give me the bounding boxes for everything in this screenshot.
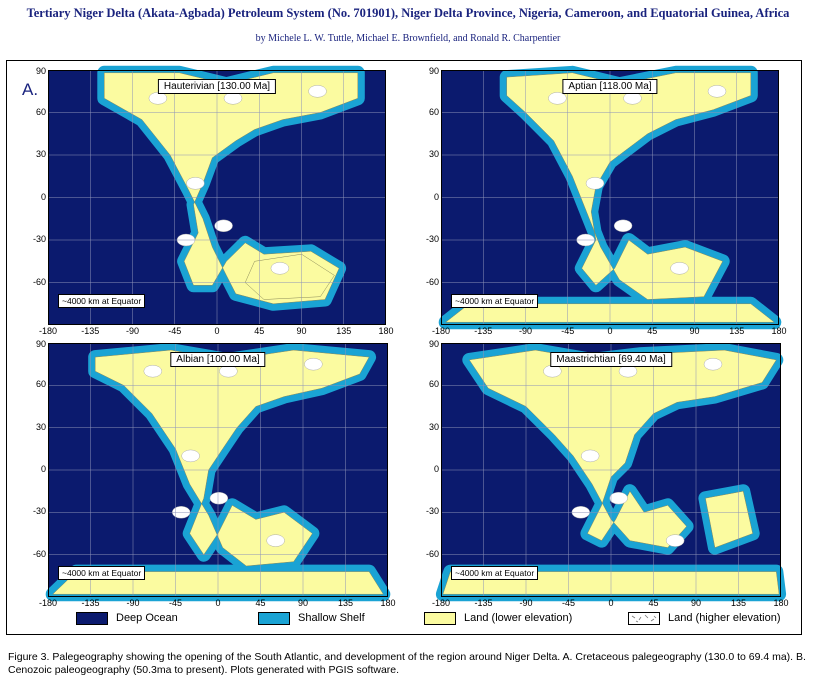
y-tick-label: 0 xyxy=(433,464,439,474)
y-tick-label: 60 xyxy=(428,106,439,117)
y-tick-label: -60 xyxy=(32,548,46,559)
x-tick-label: 0 xyxy=(215,598,221,608)
x-tick-label: 135 xyxy=(337,598,354,608)
legend-label: Land (lower elevation) xyxy=(464,612,573,624)
scale-note: ~4000 km at Equator xyxy=(451,294,539,308)
map-age-label: Maastrichtian [69.40 Ma] xyxy=(550,352,672,367)
land-area xyxy=(468,349,777,548)
x-tick-label: 0 xyxy=(214,326,220,336)
y-tick-label: 90 xyxy=(35,66,46,76)
y-tick-label: -60 xyxy=(32,276,46,287)
x-tick-label: -90 xyxy=(125,326,139,336)
x-tick-label: -135 xyxy=(81,326,100,336)
paleogeographic-map: Aptian [118.00 Ma] ~4000 km at Equator -18… xyxy=(426,65,787,336)
y-tick-label: -30 xyxy=(32,234,46,244)
figure-caption: Figure 3. Palegeography showing the open… xyxy=(8,651,806,676)
document-authors: by Michele L. W. Tuttle, Michael E. Brow… xyxy=(255,33,561,44)
y-tick-label: -60 xyxy=(425,548,439,559)
x-tick-label: 90 xyxy=(690,598,701,608)
y-tick-label: -30 xyxy=(425,506,439,517)
map-canvas xyxy=(435,343,787,602)
x-tick-label: 180 xyxy=(771,326,787,336)
x-tick-label: 90 xyxy=(297,598,308,608)
legend-label: Land (higher elevation) xyxy=(668,612,781,624)
y-tick-label: 60 xyxy=(35,379,46,390)
x-tick-label: 180 xyxy=(378,326,394,336)
land-area xyxy=(94,349,370,567)
panel-letter: A. xyxy=(22,80,39,99)
x-tick-label: -180 xyxy=(38,598,57,608)
graticule xyxy=(441,343,781,597)
highland-area xyxy=(543,358,723,547)
legend-swatch-land-lower xyxy=(424,612,456,625)
x-tick-label: 135 xyxy=(730,598,747,608)
paleogeographic-map: Maastrichtian [69.40 Ma] ~4000 km at Equa… xyxy=(426,339,789,608)
x-tick-label: -180 xyxy=(431,326,450,336)
x-tick-label: -90 xyxy=(126,598,140,608)
x-tick-label: 45 xyxy=(648,598,659,608)
x-tick-label: 0 xyxy=(607,326,613,336)
y-tick-label: 90 xyxy=(35,339,46,349)
y-tick-label: 0 xyxy=(433,191,439,202)
scale-note: ~4000 km at Equator xyxy=(58,566,146,580)
y-tick-label: 30 xyxy=(428,421,439,432)
y-tick-label: -30 xyxy=(425,234,439,244)
map-canvas xyxy=(45,343,391,602)
y-tick-label: 60 xyxy=(428,379,439,390)
graticule xyxy=(48,343,388,597)
map-canvas xyxy=(438,65,782,330)
y-tick-label: 90 xyxy=(428,339,439,349)
x-tick-label: 45 xyxy=(255,598,266,608)
y-tick-label: 30 xyxy=(35,421,46,432)
y-tick-label: 0 xyxy=(40,191,46,202)
x-tick-label: 45 xyxy=(254,326,265,336)
graticule xyxy=(441,70,779,325)
x-tick-label: -135 xyxy=(81,598,100,608)
y-tick-label: 60 xyxy=(35,106,46,117)
x-tick-label: -45 xyxy=(168,598,182,608)
y-tick-label: 90 xyxy=(428,66,439,76)
map-age-label: Hauterivian [130.00 Ma] xyxy=(157,79,277,94)
x-tick-label: -135 xyxy=(474,326,493,336)
x-tick-label: 135 xyxy=(729,326,745,336)
x-tick-label: -90 xyxy=(519,598,533,608)
land-area xyxy=(705,490,753,548)
x-tick-label: 90 xyxy=(296,326,307,336)
legend-swatch-deep-ocean xyxy=(76,612,108,625)
legend-swatch-shallow-shelf xyxy=(258,612,290,625)
x-tick-label: 180 xyxy=(773,598,789,608)
scale-note: ~4000 km at Equator xyxy=(451,566,539,580)
x-tick-label: -180 xyxy=(431,598,450,608)
x-tick-label: 45 xyxy=(647,326,658,336)
x-tick-label: 90 xyxy=(689,326,700,336)
y-tick-label: -30 xyxy=(32,506,46,517)
x-tick-label: -135 xyxy=(474,598,493,608)
map-age-label: Aptian [118.00 Ma] xyxy=(562,79,658,94)
map-canvas xyxy=(48,65,386,325)
y-tick-label: 30 xyxy=(428,149,439,159)
legend-label: Shallow Shelf xyxy=(298,612,365,624)
y-tick-label: 0 xyxy=(40,464,46,474)
highland-area xyxy=(143,358,323,547)
x-tick-label: 135 xyxy=(336,326,352,336)
scale-note: ~4000 km at Equator xyxy=(58,294,146,308)
figure-frame xyxy=(6,60,802,635)
x-tick-label: -45 xyxy=(561,598,575,608)
x-tick-label: -90 xyxy=(518,326,532,336)
x-tick-label: -180 xyxy=(38,326,57,336)
legend-label: Deep Ocean xyxy=(116,612,178,624)
y-tick-label: -60 xyxy=(425,276,439,287)
x-tick-label: -45 xyxy=(168,326,182,336)
graticule xyxy=(48,70,386,325)
map-age-label: Albian [100.00 Ma] xyxy=(170,352,266,367)
paleogeographic-map: Albian [100.00 Ma] ~4000 km at Equator -18… xyxy=(33,339,396,608)
x-tick-label: 0 xyxy=(608,598,614,608)
paleogeographic-map: Hauterivian [130.00 Ma] ~4000 km at Equat… xyxy=(33,65,394,336)
x-tick-label: 180 xyxy=(380,598,396,608)
legend-swatch-land-higher xyxy=(628,612,660,625)
y-tick-label: 30 xyxy=(35,149,46,159)
land-area xyxy=(104,72,359,305)
document-title: Tertiary Niger Delta (Akata-Agbada) Petr… xyxy=(26,6,790,20)
x-tick-label: -45 xyxy=(561,326,575,336)
